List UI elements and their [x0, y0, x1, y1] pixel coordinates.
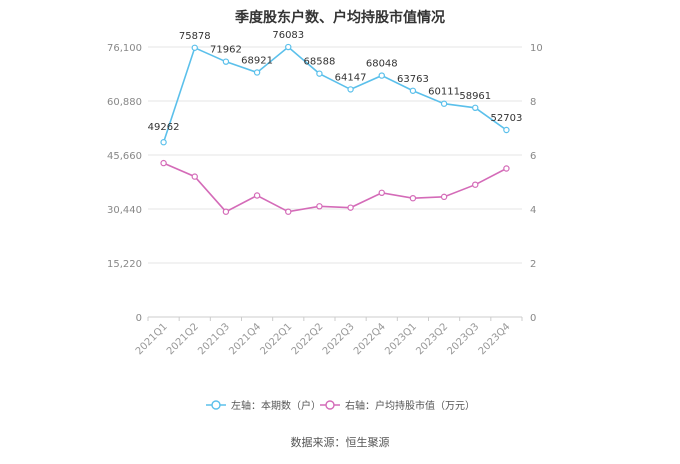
- y-left-tick-label: 60,880: [107, 97, 142, 108]
- grid: [148, 46, 522, 318]
- x-tick-label: 2022Q4: [352, 321, 388, 357]
- series-2-point: [378, 189, 385, 196]
- series-line-2: [163, 162, 507, 213]
- series-2-point: [253, 192, 261, 199]
- x-tick-label: 2021Q1: [134, 321, 170, 357]
- y-left-tick-label: 30,440: [107, 205, 142, 216]
- series-line-1: [162, 46, 507, 143]
- y-right-tick-label: 2: [530, 259, 536, 270]
- data-label: 52703: [491, 113, 523, 124]
- legend-entry: 右轴：户均持股市值（万元）: [345, 399, 475, 412]
- y-right-tick-label: 4: [530, 205, 536, 216]
- source-note: 数据来源：恒生聚源: [291, 435, 390, 449]
- series-1-point: [191, 44, 198, 51]
- data-label: 68921: [241, 55, 273, 66]
- x-tick-label: 2022Q3: [321, 321, 357, 357]
- x-tick-label: 2021Q4: [227, 321, 263, 357]
- data-label: 68588: [304, 57, 336, 68]
- y-axis-right: 0 2 4 6 8 10: [530, 43, 543, 324]
- series-2-point: [160, 159, 167, 167]
- legend-swatch-marker: [325, 400, 335, 410]
- series-2-point: [316, 203, 323, 210]
- series-1-point: [440, 100, 448, 107]
- legend-swatch-marker: [211, 400, 221, 410]
- legend-entry: 左轴：本期数（户）: [231, 399, 321, 412]
- series-2-point: [503, 165, 510, 172]
- x-tick-label: 2023Q2: [414, 321, 450, 357]
- x-tick-label: 2023Q4: [477, 321, 513, 357]
- y-right-tick-label: 0: [530, 313, 536, 324]
- series-2-point: [409, 194, 417, 202]
- x-tick-label: 2023Q3: [446, 321, 482, 357]
- series-1-point: [347, 86, 354, 93]
- data-label: 71962: [210, 45, 242, 56]
- x-tick-label: 2022Q1: [259, 321, 295, 357]
- data-label: 58961: [459, 91, 491, 102]
- data-label: 76083: [272, 30, 304, 41]
- y-left-tick-label: 45,660: [107, 151, 142, 162]
- data-label: 60111: [428, 87, 460, 98]
- series-1-point: [378, 72, 385, 79]
- series-1-point: [409, 87, 417, 94]
- data-label: 75878: [179, 31, 211, 42]
- y-right-tick-label: 6: [530, 151, 536, 162]
- series-1-point: [222, 58, 230, 65]
- y-right-tick-label: 10: [530, 43, 543, 54]
- series-1-point: [472, 104, 479, 112]
- legend: 左轴：本期数（户） 右轴：户均持股市值（万元）: [206, 399, 475, 412]
- x-tick-label: 2021Q3: [196, 321, 232, 357]
- x-axis: 2021Q12021Q22021Q32021Q42022Q12022Q22022…: [134, 317, 523, 357]
- data-label: 49262: [148, 122, 180, 133]
- y-axis-left: 0 15,220 30,440 45,660 60,880 76,100: [107, 43, 142, 324]
- series-2-point: [191, 173, 198, 180]
- y-left-tick-label: 15,220: [107, 259, 142, 270]
- x-tick-label: 2023Q1: [383, 321, 419, 357]
- series-1-point: [285, 43, 292, 51]
- series-2-point: [347, 204, 354, 211]
- series-1-point: [160, 139, 167, 146]
- series-1-point: [503, 126, 510, 134]
- data-label: 63763: [397, 74, 429, 85]
- series-2-point: [285, 208, 292, 215]
- series-1-point: [316, 70, 323, 77]
- chart-title: 季度股东户数、户均持股市值情况: [234, 9, 445, 26]
- series-2-point: [472, 181, 479, 188]
- x-tick-label: 2022Q2: [290, 321, 326, 357]
- y-right-tick-label: 8: [530, 97, 536, 108]
- data-label: 68048: [366, 59, 398, 70]
- series-1-point: [253, 69, 261, 76]
- data-label: 64147: [335, 72, 367, 83]
- series-2-point: [222, 208, 230, 215]
- x-tick-label: 2021Q2: [165, 321, 201, 357]
- series-2-point: [440, 193, 448, 201]
- y-left-tick-label: 0: [136, 313, 142, 324]
- y-left-tick-label: 76,100: [107, 43, 142, 54]
